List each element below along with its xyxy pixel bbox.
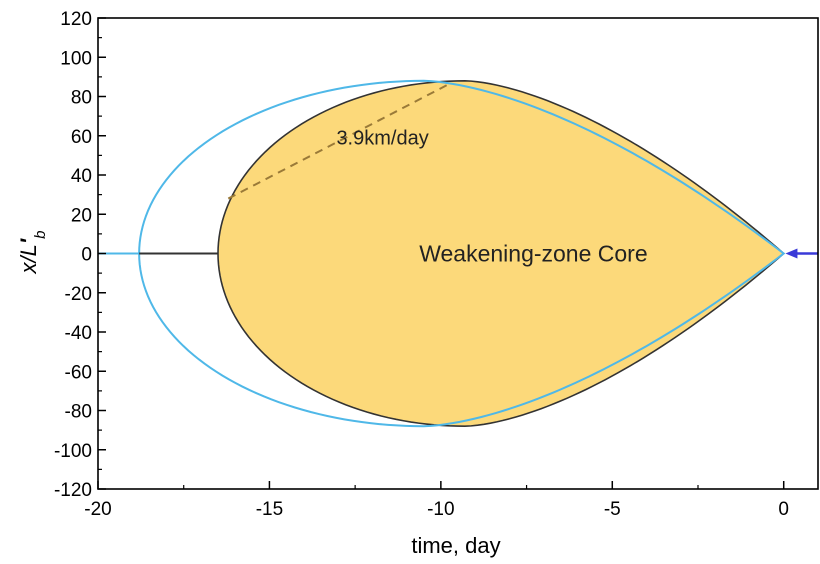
x-axis-title: time, day: [411, 533, 500, 558]
y-tick-label: -20: [65, 284, 92, 305]
plot-layer: 3.9km/day Weakening-zone Core: [98, 79, 818, 428]
y-tick-label: 100: [60, 48, 92, 69]
y-tick-label: 80: [71, 88, 92, 109]
y-tick-label: 20: [71, 205, 92, 226]
y-tick-label: -120: [54, 480, 92, 501]
axes-layer: -20 -15 -10 -5 0 -120 -100 -80 -60 -40 -20 0 20 40 60 8…: [54, 9, 819, 520]
y-tick-label: 120: [60, 9, 92, 30]
annotation-1: Weakening-zone Core: [419, 241, 647, 267]
x-tick-label: 0: [778, 499, 789, 520]
y-tick-label: -60: [65, 362, 92, 383]
x-tick-label: -20: [84, 499, 111, 520]
y-tick-label: 60: [71, 127, 92, 148]
y-tick-label: 0: [81, 245, 92, 266]
arrow-head: [785, 248, 798, 259]
y-axis-title: x/L'b: [16, 231, 49, 275]
x-tick-label: -10: [427, 499, 454, 520]
x-tick-label: -5: [604, 499, 621, 520]
y-tick-label: -40: [65, 323, 92, 344]
y-tick-label: -80: [65, 402, 92, 423]
y-tick-label: 40: [71, 166, 92, 187]
outer-curve: [138, 79, 786, 428]
annotation-0: 3.9km/day: [336, 128, 428, 150]
x-tick-label: -15: [256, 499, 283, 520]
y-tick-label: -100: [54, 441, 92, 462]
